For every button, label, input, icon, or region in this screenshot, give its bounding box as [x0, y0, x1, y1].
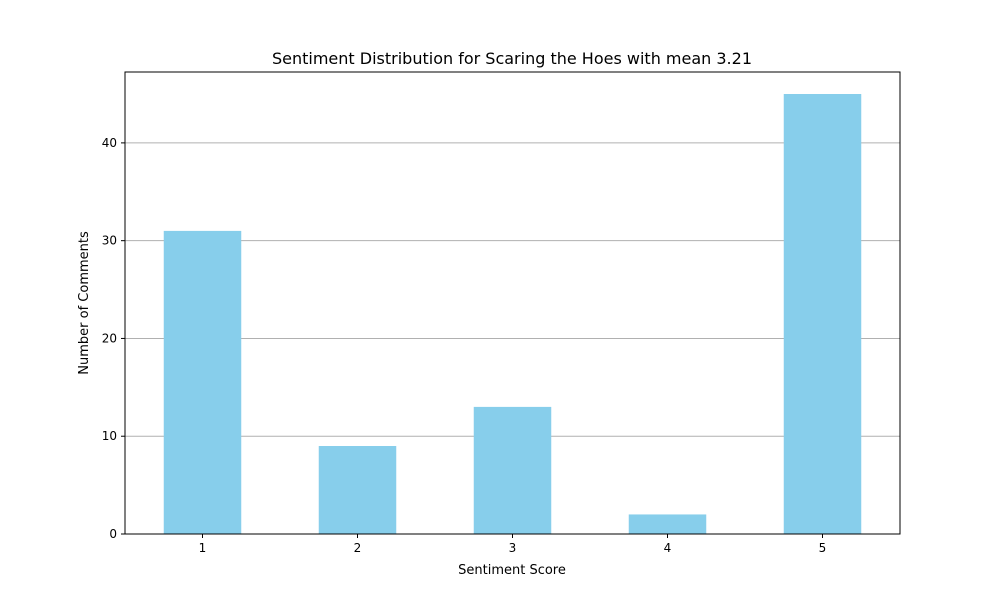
x-tick-label: 3 [509, 541, 517, 555]
chart-title: Sentiment Distribution for Scaring the H… [272, 49, 752, 68]
y-tick-label: 20 [102, 331, 117, 345]
y-tick-label: 30 [102, 234, 117, 248]
x-axis-label: Sentiment Score [458, 563, 566, 578]
bar-score-2 [318, 446, 397, 534]
y-tick-label: 40 [102, 136, 117, 150]
bar-score-3 [473, 406, 552, 534]
x-tick-label: 2 [354, 541, 362, 555]
x-axis-ticks: 1 2 3 4 5 [199, 534, 827, 555]
y-axis-label: Number of Comments [77, 231, 92, 375]
y-axis-ticks: 0 10 20 30 40 [102, 136, 125, 541]
bar-score-1 [163, 230, 242, 534]
bars [163, 94, 862, 534]
bar-score-4 [628, 514, 707, 534]
y-tick-label: 10 [102, 429, 117, 443]
x-tick-label: 1 [199, 541, 207, 555]
y-tick-label: 0 [109, 527, 117, 541]
bar-score-5 [783, 94, 862, 534]
x-tick-label: 5 [819, 541, 827, 555]
x-tick-label: 4 [664, 541, 672, 555]
